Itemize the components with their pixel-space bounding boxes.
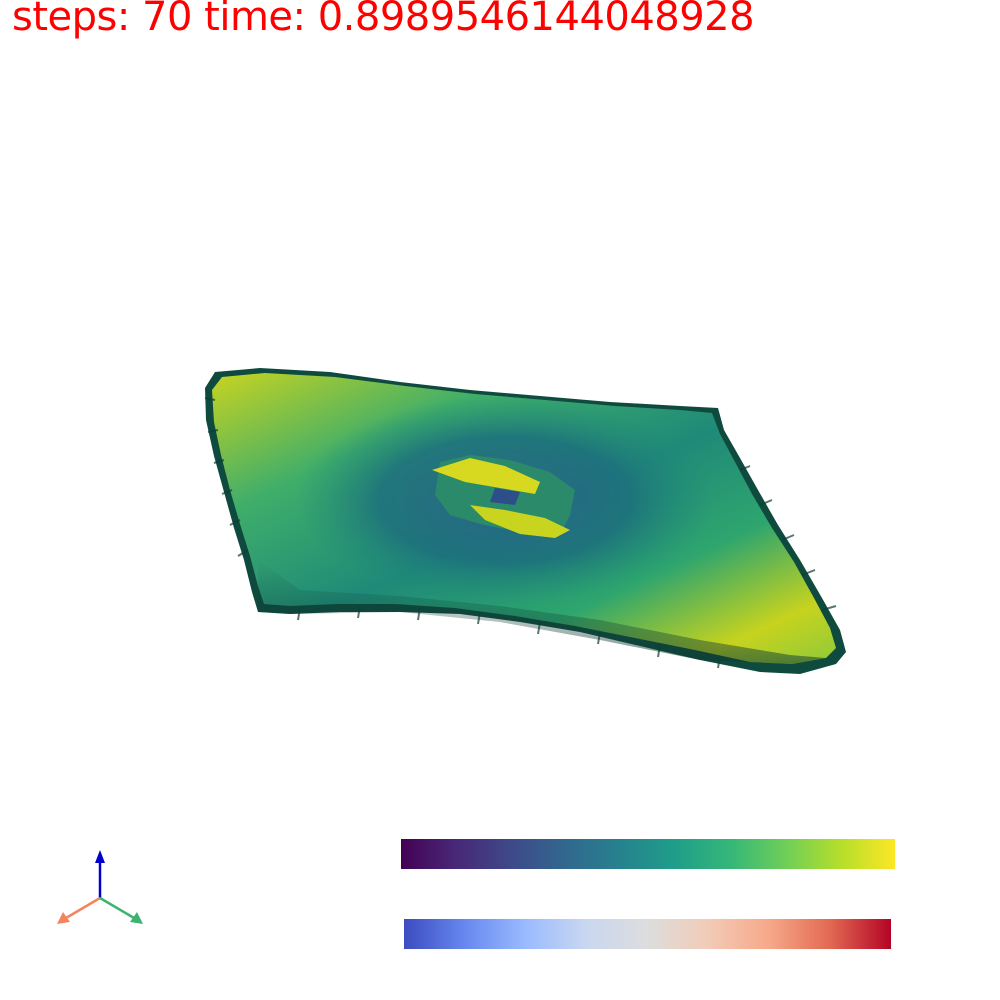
vortex-blade-lower [470,505,570,538]
orientation-axes-widget [57,850,143,924]
axis-y-arrowhead [130,912,143,924]
axis-x-arrowhead [57,912,70,924]
surface-shadow [258,560,826,664]
vortex-core [490,488,520,505]
colorbar-viridis [401,839,895,869]
surface-mesh [204,368,846,674]
colorbar-coolwarm [404,919,891,949]
axis-x-line [65,896,101,920]
axis-z-arrowhead [95,850,105,863]
vortex-blade-upper [432,458,540,494]
axis-y-line [99,896,135,920]
surface-fringe [204,397,837,669]
status-text: steps: 70 time: 0.8989546144048928 [12,0,755,40]
